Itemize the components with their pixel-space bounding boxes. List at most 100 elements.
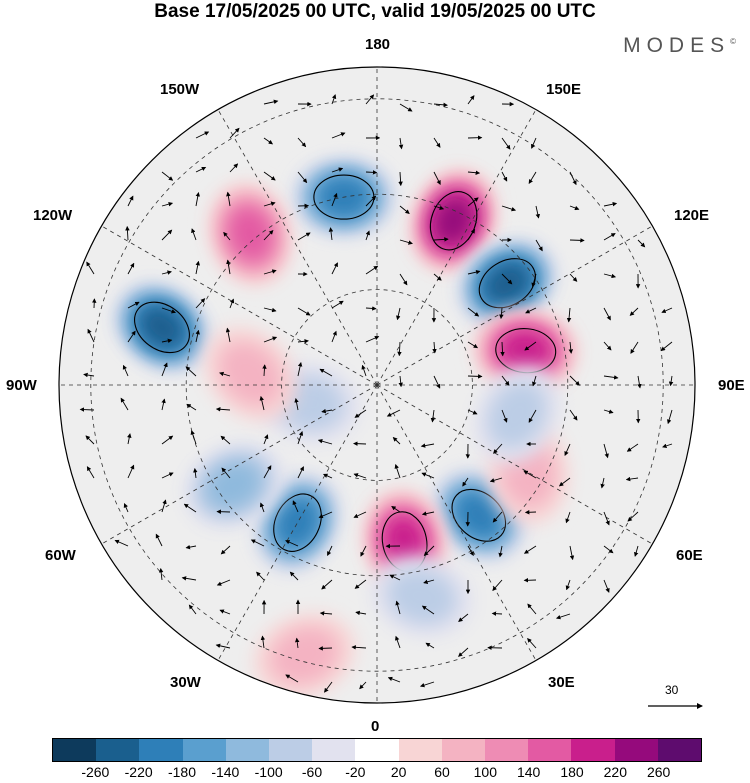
wind-arrow	[195, 329, 200, 343]
wind-arrow	[188, 604, 197, 615]
colorbar-cell	[441, 739, 486, 761]
wind-arrow	[365, 230, 370, 241]
wind-arrow	[229, 163, 239, 173]
colorbar-tick-label: -220	[124, 764, 153, 780]
wind-arrow	[492, 511, 503, 523]
wind-arrow	[392, 436, 401, 445]
map-border	[58, 66, 696, 704]
colorbar-tick-label: -60	[301, 764, 323, 780]
wind-arrow	[603, 579, 610, 593]
wind-arrow	[661, 307, 673, 313]
wind-arrow	[195, 166, 207, 173]
wind-arrow	[297, 466, 304, 479]
colorbar-cell	[312, 739, 356, 761]
label-180: 180	[365, 36, 391, 53]
wind-arrow	[569, 273, 578, 282]
wind-arrow	[467, 341, 479, 349]
wind-arrow	[127, 301, 140, 309]
wind-arrow	[467, 374, 483, 379]
wind-arrow	[127, 262, 135, 275]
latitude-circle	[185, 193, 569, 577]
colorbar-cell	[96, 739, 140, 761]
wind-arrow	[127, 195, 134, 207]
colorbar-cell	[139, 739, 183, 761]
wind-arrow	[289, 571, 299, 581]
positive-anomaly	[204, 327, 297, 421]
wind-arrow	[256, 571, 265, 581]
wind-arrow	[492, 579, 503, 591]
wind-arrow	[386, 409, 401, 417]
wind-arrow	[226, 191, 231, 207]
wind-arrow	[569, 205, 580, 211]
meridian-line	[217, 109, 378, 386]
wind-arrow	[603, 273, 617, 279]
meridian-line	[376, 109, 537, 386]
wind-arrow	[365, 94, 375, 105]
wind-arrow	[360, 545, 367, 557]
wind-arrow	[297, 430, 304, 445]
wind-arrow	[467, 269, 481, 275]
colorbar-cell	[355, 739, 399, 761]
wind-arrow	[625, 476, 639, 482]
wind-arrow	[87, 328, 95, 343]
wind-arrow	[532, 375, 537, 387]
wind-arrow	[191, 228, 197, 241]
label-60w: 60W	[45, 547, 76, 564]
wind-arrow	[331, 94, 337, 105]
wind-arrow	[263, 434, 269, 445]
wind-arrow	[387, 676, 401, 683]
wind-arrow	[467, 228, 475, 241]
wind-arrow	[127, 330, 136, 343]
wind-arrow	[569, 375, 580, 386]
colorbar-cell	[269, 739, 313, 761]
wind-arrow	[666, 409, 673, 425]
positive-anomaly	[254, 613, 356, 698]
wind-arrow	[318, 646, 333, 651]
wind-arrow	[263, 307, 277, 313]
wind-arrow	[391, 505, 401, 513]
wind-arrow	[637, 375, 642, 389]
negative-anomaly	[458, 239, 557, 327]
wind-arrow	[489, 477, 503, 483]
wind-arrow	[86, 466, 95, 479]
wind-arrow	[365, 306, 377, 311]
wind-arrow	[161, 270, 172, 275]
wind-arrow	[523, 470, 537, 479]
vector-scale-label: 30	[665, 683, 679, 697]
wind-arrow	[195, 298, 206, 309]
wind-arrow	[399, 103, 413, 112]
negative-anomaly	[183, 442, 284, 529]
wind-arrow	[263, 137, 274, 145]
wind-arrow	[161, 398, 166, 411]
wind-arrow	[161, 338, 173, 344]
wind-arrow	[467, 409, 478, 415]
wind-arrow	[425, 642, 435, 649]
wind-arrow	[603, 307, 611, 321]
label-60e: 60E	[676, 547, 703, 564]
wind-arrow	[569, 545, 575, 561]
wind-arrow	[122, 364, 129, 377]
wind-arrow	[263, 171, 276, 181]
wind-arrow	[668, 375, 674, 387]
wind-arrow	[633, 545, 639, 557]
wind-arrow	[259, 395, 265, 411]
wind-arrow	[263, 269, 277, 275]
wind-arrow	[260, 635, 266, 649]
wind-arrow	[603, 443, 609, 459]
wind-arrow	[430, 409, 436, 423]
label-90e: 90E	[718, 377, 745, 394]
wind-arrow	[501, 171, 508, 182]
wind-arrow	[155, 533, 163, 547]
wind-arrow	[331, 132, 346, 139]
wind-arrow	[317, 439, 333, 445]
wind-arrow	[397, 341, 402, 357]
wind-arrow	[190, 430, 197, 445]
wind-arrow	[527, 603, 537, 615]
negative-anomaly	[473, 365, 561, 464]
colorbar-tick-label: 20	[390, 764, 407, 780]
wind-arrow	[423, 579, 435, 584]
wind-arrow	[114, 539, 129, 547]
wind-arrow	[535, 239, 543, 252]
wind-arrow	[498, 545, 503, 558]
wind-arrow	[221, 467, 231, 479]
